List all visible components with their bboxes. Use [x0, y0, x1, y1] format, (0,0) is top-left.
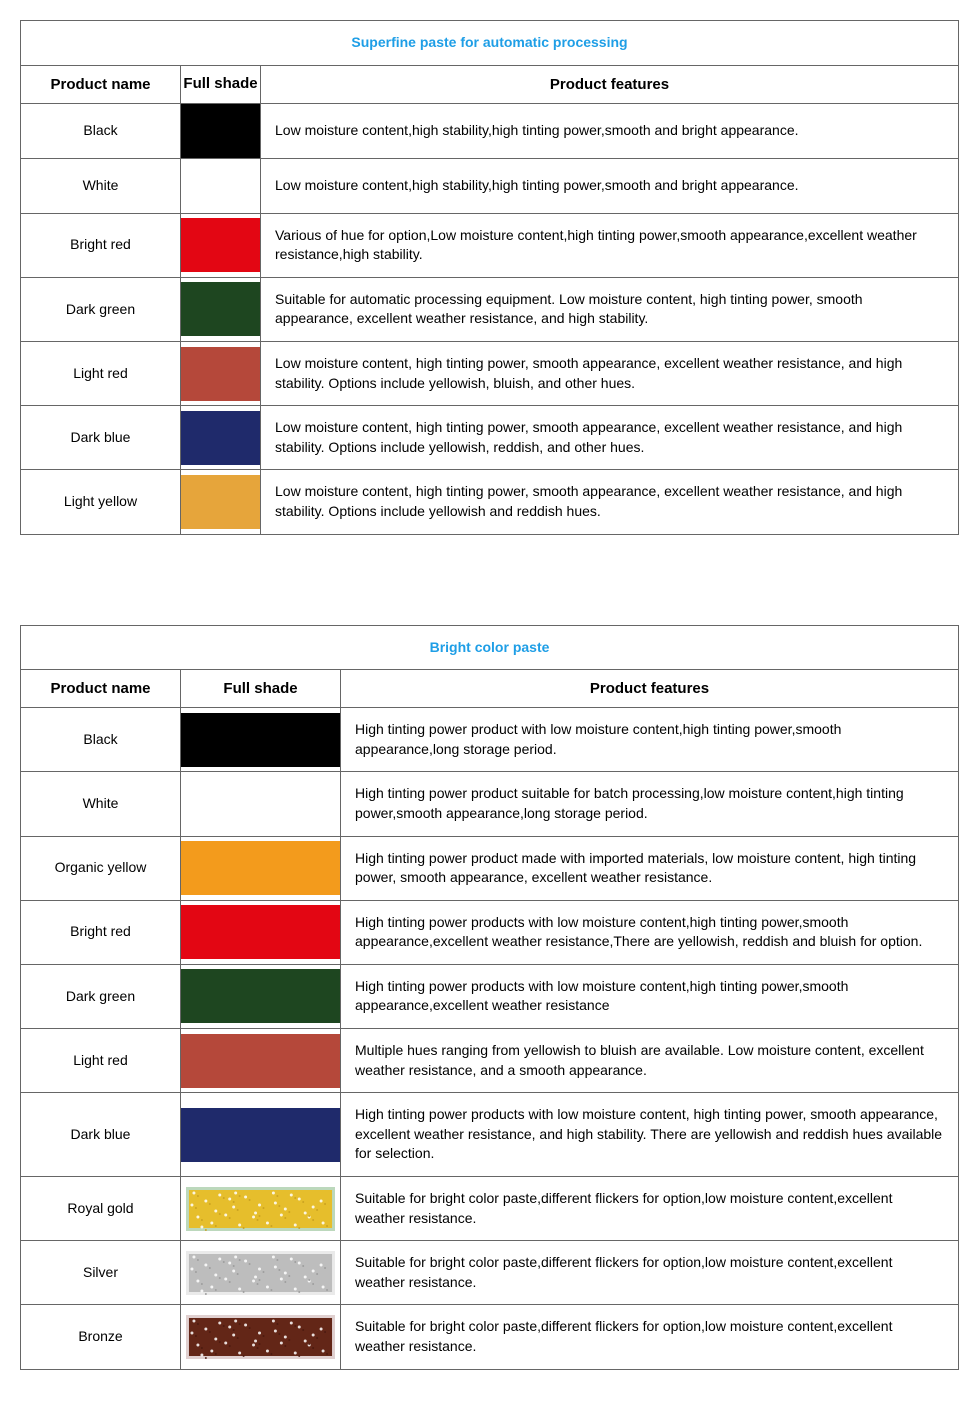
header-product-features: Product features — [261, 65, 959, 103]
cell-shade — [181, 1241, 341, 1305]
cell-shade — [181, 277, 261, 341]
color-swatch — [181, 713, 340, 767]
color-swatch — [181, 411, 260, 465]
cell-features: High tinting power products with low moi… — [341, 964, 959, 1028]
color-swatch — [181, 905, 340, 959]
product-table-0: Superfine paste for automatic processing… — [20, 20, 959, 535]
header-product-name: Product name — [21, 670, 181, 708]
cell-product-name: Dark blue — [21, 1093, 181, 1177]
table-row: Light red Multiple hues ranging from yell… — [21, 1029, 959, 1093]
table-row: Bronze Suitable for bright color paste,d… — [21, 1305, 959, 1369]
cell-product-name: Light red — [21, 341, 181, 405]
color-swatch — [181, 475, 260, 529]
table-row: Organic yellow High tinting power product… — [21, 836, 959, 900]
cell-features: High tinting power product with low mois… — [341, 708, 959, 772]
cell-product-name: Bright red — [21, 900, 181, 964]
cell-shade — [181, 1029, 341, 1093]
cell-features: High tinting power product suitable for … — [341, 772, 959, 836]
color-swatch-glitter — [186, 1187, 335, 1231]
table-row: Dark green High tinting power products wi… — [21, 964, 959, 1028]
table-row: Light yellow Low moisture content, high t… — [21, 470, 959, 534]
cell-features: Low moisture content,high stability,high… — [261, 158, 959, 213]
color-swatch — [181, 841, 340, 895]
cell-features: Suitable for bright color paste,differen… — [341, 1305, 959, 1369]
header-product-features: Product features — [341, 670, 959, 708]
cell-shade — [181, 900, 341, 964]
cell-product-name: Black — [21, 103, 181, 158]
cell-shade — [181, 158, 261, 213]
table-row: Dark blue Low moisture content, high tint… — [21, 406, 959, 470]
cell-product-name: Dark green — [21, 277, 181, 341]
cell-product-name: Bright red — [21, 213, 181, 277]
cell-features: Multiple hues ranging from yellowish to … — [341, 1029, 959, 1093]
cell-features: High tinting power product made with imp… — [341, 836, 959, 900]
header-full-shade: Full shade — [181, 670, 341, 708]
cell-features: Low moisture content,high stability,high… — [261, 103, 959, 158]
color-swatch — [181, 777, 340, 831]
cell-features: Suitable for bright color paste,differen… — [341, 1241, 959, 1305]
cell-product-name: White — [21, 158, 181, 213]
table-row: Bright red High tinting power products wi… — [21, 900, 959, 964]
cell-features: High tinting power products with low moi… — [341, 900, 959, 964]
cell-product-name: Dark blue — [21, 406, 181, 470]
table-row: Black Low moisture content,high stability… — [21, 103, 959, 158]
cell-features: Suitable for automatic processing equipm… — [261, 277, 959, 341]
cell-shade — [181, 1305, 341, 1369]
cell-features: Low moisture content, high tinting power… — [261, 470, 959, 534]
table-row: Dark blue High tinting power products wit… — [21, 1093, 959, 1177]
cell-product-name: Silver — [21, 1241, 181, 1305]
table-row: Dark green Suitable for automatic process… — [21, 277, 959, 341]
table-title: Bright color paste — [21, 625, 959, 670]
cell-product-name: Royal gold — [21, 1177, 181, 1241]
cell-shade — [181, 103, 261, 158]
cell-shade — [181, 964, 341, 1028]
table-row: Bright red Various of hue for option,Low … — [21, 213, 959, 277]
color-swatch — [181, 1034, 340, 1088]
cell-product-name: Light yellow — [21, 470, 181, 534]
cell-shade — [181, 1177, 341, 1241]
color-swatch — [181, 1108, 340, 1162]
color-swatch — [181, 104, 260, 158]
color-swatch — [181, 159, 260, 213]
cell-features: Low moisture content, high tinting power… — [261, 406, 959, 470]
table-row: White Low moisture content,high stability… — [21, 158, 959, 213]
cell-product-name: White — [21, 772, 181, 836]
table-row: Black High tinting power product with low… — [21, 708, 959, 772]
cell-shade — [181, 341, 261, 405]
table-row: Royal gold Suitable for bright color pas… — [21, 1177, 959, 1241]
cell-features: Suitable for bright color paste,differen… — [341, 1177, 959, 1241]
cell-shade — [181, 470, 261, 534]
cell-product-name: Light red — [21, 1029, 181, 1093]
cell-features: High tinting power products with low moi… — [341, 1093, 959, 1177]
cell-shade — [181, 708, 341, 772]
color-swatch — [181, 969, 340, 1023]
table-title: Superfine paste for automatic processing — [21, 21, 959, 66]
cell-shade — [181, 213, 261, 277]
cell-product-name: Black — [21, 708, 181, 772]
header-product-name: Product name — [21, 65, 181, 103]
color-swatch-glitter — [186, 1251, 335, 1295]
cell-features: Low moisture content, high tinting power… — [261, 341, 959, 405]
table-row: White High tinting power product suitable… — [21, 772, 959, 836]
table-row: Silver Suitable for bright color paste,d… — [21, 1241, 959, 1305]
cell-product-name: Organic yellow — [21, 836, 181, 900]
cell-product-name: Bronze — [21, 1305, 181, 1369]
cell-features: Various of hue for option,Low moisture c… — [261, 213, 959, 277]
cell-shade — [181, 406, 261, 470]
color-swatch — [181, 282, 260, 336]
color-swatch — [181, 218, 260, 272]
cell-shade — [181, 1093, 341, 1177]
product-table-1: Bright color pasteProduct nameFull shade… — [20, 625, 959, 1370]
cell-shade — [181, 836, 341, 900]
color-swatch-glitter — [186, 1315, 335, 1359]
color-swatch — [181, 347, 260, 401]
table-row: Light red Low moisture content, high tint… — [21, 341, 959, 405]
cell-product-name: Dark green — [21, 964, 181, 1028]
cell-shade — [181, 772, 341, 836]
header-full-shade: Full shade — [181, 65, 261, 103]
